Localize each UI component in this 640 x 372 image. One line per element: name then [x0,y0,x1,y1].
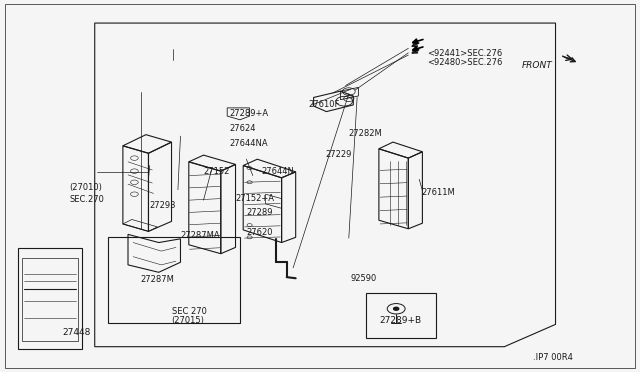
Text: 27644N: 27644N [261,167,294,176]
Text: <92480>SEC.276: <92480>SEC.276 [428,58,503,67]
Text: 92590: 92590 [351,274,377,283]
Bar [366,293,436,338]
Text: 27229: 27229 [325,150,351,159]
Text: 27624: 27624 [229,124,255,133]
Text: 27448: 27448 [63,328,91,337]
Text: .IP7 00R4: .IP7 00R4 [533,353,573,362]
Text: SEC 270: SEC 270 [172,307,206,316]
Text: 27620: 27620 [246,228,273,237]
Text: SEC.270: SEC.270 [69,195,104,203]
Text: (27015): (27015) [172,316,204,325]
Text: 27610F: 27610F [308,100,340,109]
Text: (27010): (27010) [69,183,102,192]
Bar [18,248,82,349]
Text: 27289+B: 27289+B [379,316,421,325]
Text: 27287M: 27287M [141,275,175,284]
Text: 27644NA: 27644NA [229,139,268,148]
Text: FRONT: FRONT [522,61,552,70]
Circle shape [394,307,399,310]
Bar [108,237,240,323]
Text: 27152+A: 27152+A [236,194,275,203]
Text: 27289+A: 27289+A [229,109,268,118]
Text: 27293: 27293 [150,201,176,210]
Text: 27287MA: 27287MA [180,231,220,240]
Bar [22,258,78,341]
Text: 27152: 27152 [204,167,230,176]
Text: 27282M: 27282M [349,129,383,138]
Text: 27611M: 27611M [421,188,455,197]
Text: 27289: 27289 [246,208,273,217]
Text: <92441>SEC.276: <92441>SEC.276 [428,49,503,58]
